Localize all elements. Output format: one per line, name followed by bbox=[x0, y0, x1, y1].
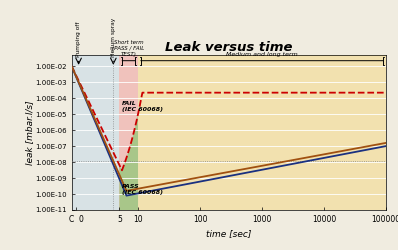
Text: Helium spray: Helium spray bbox=[111, 18, 116, 58]
Text: FAIL
(IEC 60068): FAIL (IEC 60068) bbox=[122, 101, 163, 112]
Text: Short term
(PASS / FAIL
TEST): Short term (PASS / FAIL TEST) bbox=[112, 40, 144, 57]
Title: Leak versus time: Leak versus time bbox=[165, 41, 293, 54]
Bar bbox=[119, 55, 138, 210]
Y-axis label: leak [mbar.l/s]: leak [mbar.l/s] bbox=[25, 100, 34, 165]
Text: PASS
(IEC 60068): PASS (IEC 60068) bbox=[122, 184, 163, 194]
Text: Pumping off: Pumping off bbox=[76, 22, 81, 58]
X-axis label: time [sec]: time [sec] bbox=[206, 230, 252, 238]
Text: Medium and long term: Medium and long term bbox=[226, 52, 298, 57]
Bar bbox=[72, 55, 119, 210]
